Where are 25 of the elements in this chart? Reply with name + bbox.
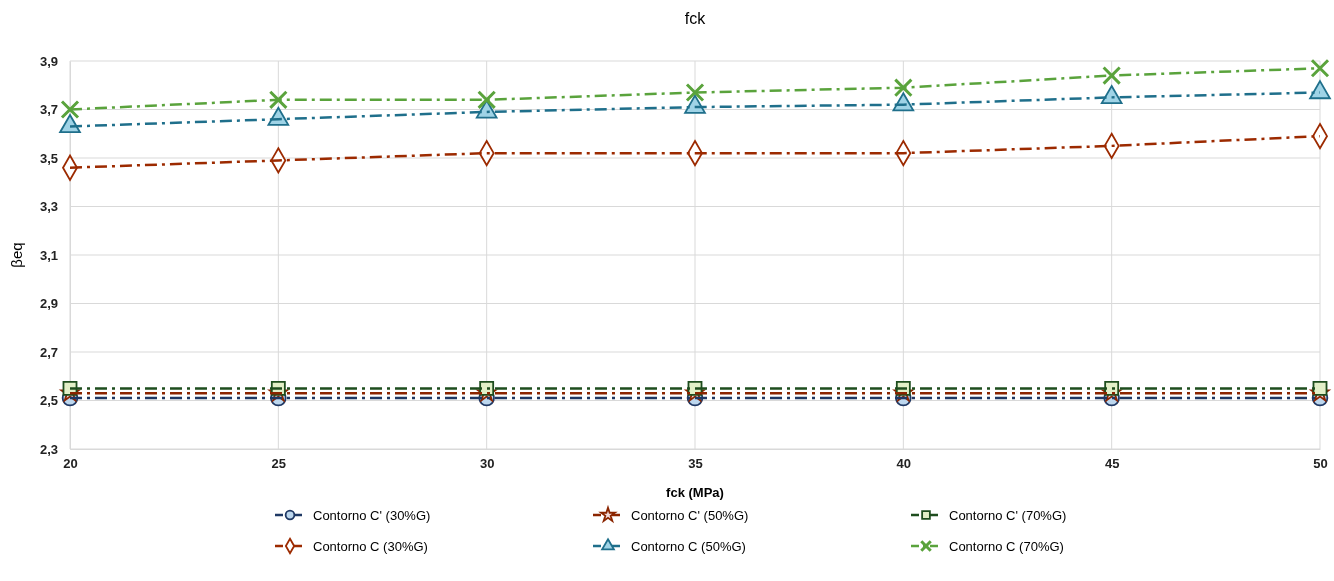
y-axis-title: βeq xyxy=(8,242,25,268)
y-tick-label: 3,5 xyxy=(39,150,58,166)
x-tick-label: 50 xyxy=(1313,456,1328,472)
legend-label: Contorno C (70%G) xyxy=(949,539,1064,554)
x-tick-label: 45 xyxy=(1104,456,1120,472)
y-tick-label: 2,7 xyxy=(39,344,58,360)
x-tick-label: 20 xyxy=(63,456,78,472)
legend-label: Contorno C' (70%G) xyxy=(949,508,1067,523)
x-axis-title: fck (MPa) xyxy=(666,485,724,500)
legend-label: Contorno C (30%G) xyxy=(313,539,428,554)
x-tick-label: 40 xyxy=(896,456,912,472)
legend-label: Contorno C' (50%G) xyxy=(631,508,749,523)
legend-label: Contorno C' (30%G) xyxy=(313,508,431,523)
y-tick-label: 3,1 xyxy=(39,247,58,263)
y-tick-label: 2,3 xyxy=(39,441,58,457)
x-tick-label: 30 xyxy=(479,456,495,472)
y-tick-label: 3,3 xyxy=(39,199,58,215)
legend-label: Contorno C (50%G) xyxy=(631,539,746,554)
y-tick-label: 2,9 xyxy=(39,296,58,312)
x-tick-label: 35 xyxy=(688,456,703,472)
x-tick-label: 25 xyxy=(271,456,287,472)
y-tick-label: 3,7 xyxy=(39,102,58,118)
y-tick-label: 3,9 xyxy=(39,53,58,69)
y-tick-label: 2,5 xyxy=(39,393,58,409)
chart-title: fck xyxy=(684,10,707,27)
